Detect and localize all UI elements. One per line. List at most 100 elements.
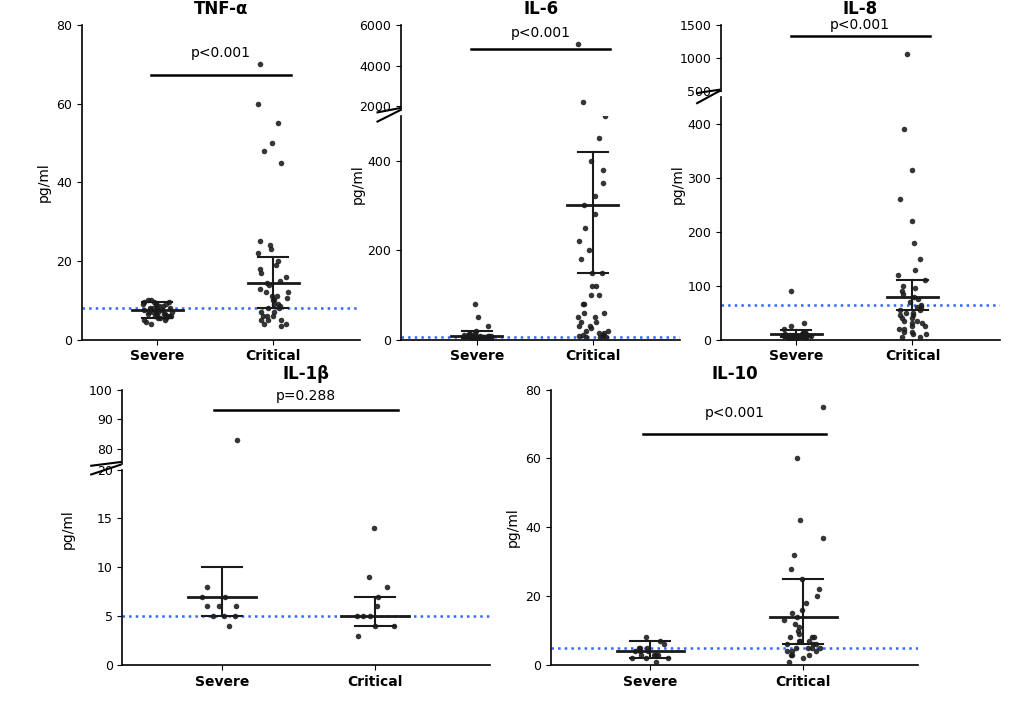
Point (911, 331, 927, 342)
Point (903, 215, 919, 227)
Point (158, 299, 174, 310)
Point (479, 332, 495, 344)
Point (592, 331, 608, 342)
Point (805, 632, 821, 644)
Point (783, 563, 799, 574)
Point (570, 312, 586, 323)
Point (474, 332, 490, 344)
Point (894, 280, 910, 292)
Point (253, 267, 269, 278)
Point (784, 646, 800, 657)
Point (140, 295, 156, 306)
Point (463, 332, 479, 343)
Point (783, 285, 799, 297)
Point (571, 320, 587, 332)
Title: IL-1β: IL-1β (282, 365, 329, 383)
Point (473, 331, 489, 342)
Point (898, 48, 914, 59)
Point (260, 302, 276, 314)
Point (580, 245, 596, 256)
Point (148, 306, 164, 317)
Point (472, 330, 488, 341)
Point (482, 332, 498, 344)
Point (156, 308, 172, 320)
Point (631, 646, 647, 657)
Point (905, 237, 921, 248)
Point (904, 310, 920, 321)
Point (277, 318, 293, 330)
Point (586, 191, 602, 202)
Point (784, 329, 800, 340)
Point (142, 302, 158, 314)
Point (150, 300, 166, 312)
Point (462, 328, 478, 340)
Point (475, 332, 491, 343)
Point (797, 332, 813, 344)
Point (801, 635, 817, 646)
Point (632, 642, 648, 654)
Y-axis label: pg/ml: pg/ml (60, 509, 74, 549)
Point (279, 287, 296, 298)
Point (791, 628, 807, 640)
Point (777, 646, 794, 657)
Point (804, 638, 820, 650)
Point (455, 331, 472, 342)
Point (583, 322, 599, 334)
Point (791, 621, 807, 633)
Point (794, 328, 810, 340)
Point (916, 275, 932, 286)
Point (481, 330, 497, 342)
Point (365, 523, 381, 534)
Point (895, 315, 911, 327)
Point (469, 312, 485, 323)
Point (917, 328, 933, 340)
Point (576, 222, 592, 234)
Point (785, 549, 801, 561)
Point (148, 299, 164, 310)
Point (148, 299, 164, 310)
Point (803, 632, 819, 644)
Point (808, 591, 824, 602)
Point (143, 295, 159, 306)
Point (916, 320, 932, 332)
Point (584, 267, 600, 278)
Point (162, 310, 178, 322)
Point (774, 323, 791, 335)
Point (460, 330, 476, 341)
Point (780, 331, 796, 342)
Point (913, 317, 929, 329)
Point (369, 591, 385, 602)
Point (782, 332, 798, 344)
Point (795, 327, 811, 339)
Point (199, 581, 215, 593)
Point (270, 255, 286, 267)
Point (639, 642, 655, 654)
Point (911, 253, 927, 265)
Point (136, 315, 152, 326)
Point (157, 312, 173, 324)
Text: p<0.001: p<0.001 (511, 26, 570, 40)
Point (596, 110, 612, 122)
Point (259, 277, 275, 288)
Point (647, 649, 663, 661)
Point (793, 604, 809, 616)
Point (659, 652, 676, 664)
Point (903, 320, 919, 332)
Point (793, 329, 809, 340)
Y-axis label: pg/ml: pg/ml (351, 164, 365, 204)
Point (790, 331, 806, 342)
Point (470, 332, 486, 343)
Point (461, 328, 477, 340)
Point (144, 318, 160, 330)
Point (775, 328, 792, 340)
Point (647, 656, 663, 667)
Point (594, 330, 610, 341)
Point (361, 571, 377, 583)
Point (774, 330, 791, 341)
Point (897, 307, 913, 318)
Point (159, 310, 175, 322)
Point (461, 330, 477, 341)
Point (789, 330, 805, 342)
Point (472, 332, 488, 343)
Point (575, 298, 591, 310)
